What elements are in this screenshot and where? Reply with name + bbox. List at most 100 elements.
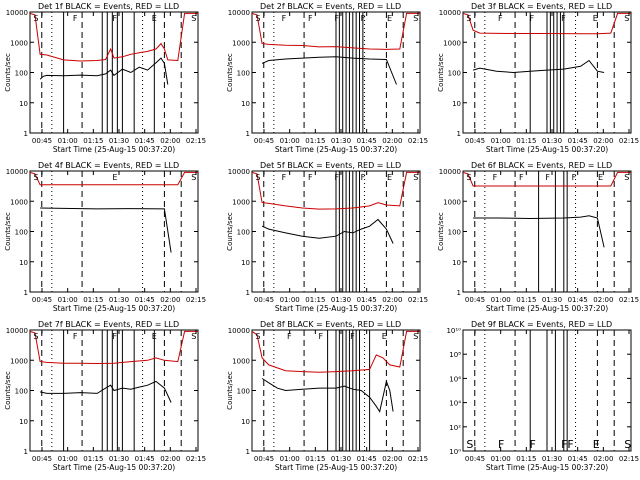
x-tick-label: 01:30: [109, 137, 129, 145]
top-marker: F: [308, 173, 313, 182]
chart-title: Det 2f BLACK = Events, RED = LLD: [260, 2, 401, 11]
x-tick-label: 01:45: [357, 455, 377, 463]
x-tick-label: 02:00: [382, 137, 402, 145]
x-tick-label: 01:00: [491, 455, 511, 463]
x-tick-label: 01:45: [568, 137, 588, 145]
y-tick-label: 1: [246, 448, 250, 456]
chart-title: Det 4f BLACK = Events, RED = LLD: [38, 161, 179, 170]
bottom-marker: S: [466, 438, 473, 451]
y-tick-label: 10000: [228, 9, 250, 17]
y-tick-label: 10: [19, 259, 28, 267]
y-tick-label: 10⁶: [449, 375, 461, 383]
x-tick-label: 01:00: [58, 455, 78, 463]
x-axis-label: Start Time (25-Aug-15 00:37:20): [486, 145, 608, 154]
top-marker: F: [334, 14, 339, 23]
x-tick-label: 00:45: [465, 296, 485, 304]
events-series-line: [39, 380, 172, 403]
x-tick-label: 02:00: [382, 455, 402, 463]
events-series-line: [39, 57, 169, 85]
y-tick-label: 10: [241, 100, 250, 108]
x-tick-label: 01:30: [109, 296, 129, 304]
y-axis-label: Counts/sec: [437, 53, 445, 92]
y-tick-label: 100: [237, 229, 250, 237]
top-marker: F: [498, 14, 503, 23]
x-axis-label: Start Time (25-Aug-15 00:37:20): [275, 304, 397, 313]
x-tick-label: 00:45: [254, 137, 274, 145]
y-tick-label: 10: [452, 259, 461, 267]
top-marker: S: [413, 332, 418, 341]
y-tick-label: 10000: [439, 9, 461, 17]
x-tick-label: 01:15: [305, 455, 325, 463]
top-marker: F: [112, 332, 117, 341]
lld-series-line: [251, 12, 420, 50]
y-axis-label: Counts/sec: [226, 212, 234, 251]
lld-series-line: [29, 12, 198, 62]
x-tick-label: 01:45: [568, 455, 588, 463]
y-tick-label: 10: [19, 418, 28, 426]
chart-title: Det 5f BLACK = Events, RED = LLD: [260, 161, 401, 170]
y-tick-label: 10: [19, 100, 28, 108]
chart-title: Det 9f BLACK = Events, RED = LLD: [471, 320, 612, 329]
x-tick-label: 02:15: [408, 455, 428, 463]
top-marker: S: [33, 14, 38, 23]
y-tick-label: 1: [246, 130, 250, 138]
x-tick-label: 01:15: [516, 296, 536, 304]
top-marker: S: [255, 173, 260, 182]
x-tick-label: 01:30: [542, 296, 562, 304]
y-tick-label: 1000: [10, 357, 28, 365]
x-axis-label: Start Time (25-Aug-15 00:37:20): [53, 304, 175, 313]
y-axis-label: Counts/sec: [226, 53, 234, 92]
plot-frame: [29, 11, 199, 134]
lld-series-line: [251, 330, 420, 373]
top-marker: S: [624, 173, 629, 182]
top-marker: E: [387, 14, 392, 23]
x-tick-label: 01:15: [83, 296, 103, 304]
lld-series-line: [462, 12, 631, 35]
y-tick-label: 10000: [6, 327, 28, 335]
x-tick-label: 02:15: [619, 137, 639, 145]
y-axis-label: Counts/sec: [4, 53, 12, 92]
x-tick-label: 01:15: [305, 296, 325, 304]
x-tick-label: 00:45: [465, 137, 485, 145]
top-marker: F: [334, 173, 339, 182]
x-tick-label: 01:45: [135, 296, 155, 304]
y-tick-label: 1: [24, 289, 28, 297]
y-tick-label: 100: [15, 70, 28, 78]
x-tick-label: 02:15: [619, 455, 639, 463]
y-tick-label: 1000: [232, 39, 250, 47]
x-axis-label: Start Time (25-Aug-15 00:37:20): [486, 304, 608, 313]
events-series-line: [40, 207, 172, 253]
y-tick-label: 10²: [449, 424, 461, 432]
top-marker: S: [413, 173, 418, 182]
y-tick-label: 10: [241, 418, 250, 426]
top-marker: S: [255, 332, 260, 341]
y-tick-label: 1: [457, 130, 461, 138]
top-marker: S: [255, 14, 260, 23]
y-axis-label: Counts/sec: [4, 371, 12, 410]
x-tick-label: 01:15: [516, 455, 536, 463]
top-marker: E: [387, 173, 392, 182]
top-marker: S: [191, 173, 196, 182]
x-tick-label: 01:30: [542, 137, 562, 145]
y-tick-label: 1000: [443, 198, 461, 206]
y-tick-label: 100: [15, 388, 28, 396]
bottom-marker: F: [498, 438, 504, 451]
top-marker: F: [282, 173, 287, 182]
top-marker: E: [112, 173, 117, 182]
x-tick-label: 02:15: [619, 296, 639, 304]
x-tick-label: 01:30: [542, 455, 562, 463]
y-tick-label: 1: [24, 448, 28, 456]
bottom-marker: E: [593, 438, 600, 451]
x-tick-label: 01:15: [305, 137, 325, 145]
events-series-line: [261, 218, 394, 244]
x-tick-label: 01:00: [491, 296, 511, 304]
top-marker: E: [598, 173, 603, 182]
y-tick-label: 100: [448, 229, 461, 237]
y-tick-label: 1: [246, 289, 250, 297]
lld-series-line: [462, 171, 631, 187]
x-axis-label: Start Time (25-Aug-15 00:37:20): [486, 463, 608, 472]
plot-frame: [462, 170, 632, 293]
